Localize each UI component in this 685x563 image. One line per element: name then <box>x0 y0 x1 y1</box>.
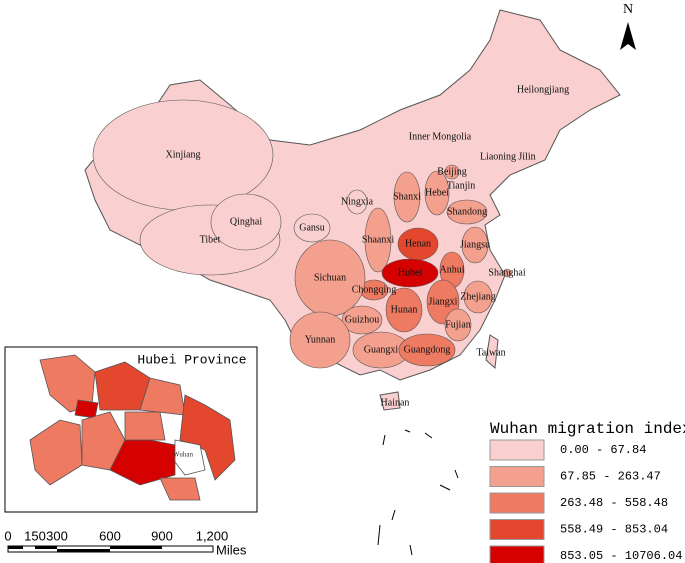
province-label: Inner Mongolia <box>409 131 472 142</box>
scale-bar <box>7 545 214 553</box>
legend-swatch <box>489 439 545 461</box>
islands <box>377 429 459 556</box>
legend-title: Wuhan migration index <box>490 420 685 438</box>
province-area <box>398 333 456 367</box>
legend-swatch <box>489 492 545 514</box>
scale-segment <box>8 546 23 549</box>
scale-tick-label: 600 <box>99 528 121 543</box>
province-label: Yunnan <box>305 334 336 345</box>
province-label: Fujian <box>445 319 471 330</box>
province-label: Zhejiang <box>460 291 496 302</box>
province-label: Henan <box>405 238 431 249</box>
province-label: Jiangsu <box>460 239 490 250</box>
province-label: Qinghai <box>230 216 262 227</box>
legend-label: 853.05 - 10706.04 <box>560 549 682 563</box>
province-label: Ningxia <box>341 196 374 207</box>
legend: 0.00 - 67.84 67.85 - 263.47 263.48 - 558.4… <box>489 439 682 563</box>
province-area <box>341 305 383 335</box>
province-label: Tibet <box>200 234 221 245</box>
province-label: Guangxi <box>364 344 399 355</box>
province-label: Anhui <box>440 264 465 275</box>
scale-tick-label: 1,200 <box>196 528 229 543</box>
province-label: Shanxi <box>393 191 421 202</box>
province-label: Hubei <box>398 267 423 278</box>
province-area <box>461 226 489 264</box>
legend-label: 263.48 - 558.48 <box>560 496 668 510</box>
scale-tick-label: 150 <box>24 528 46 543</box>
province-label: Sichuan <box>314 272 346 283</box>
inset-map <box>29 354 236 501</box>
hainan-shape <box>379 391 401 411</box>
inset-title: Hubei Province <box>137 352 246 367</box>
scale-tick-label: 300 <box>46 528 68 543</box>
scale-labels: 0 150 300 600 900 1,200 <box>4 528 228 543</box>
north-label: N <box>623 2 633 17</box>
province-label: Heilongjiang <box>517 84 569 95</box>
province-area <box>446 199 488 225</box>
province-label: Liaoning <box>480 151 516 162</box>
province-area <box>393 171 421 223</box>
province-area <box>385 287 423 333</box>
province-area <box>364 207 392 273</box>
scale-tick-label: 0 <box>4 528 11 543</box>
legend-swatch <box>489 545 545 563</box>
scale-tick-label: 900 <box>151 528 173 543</box>
province-area <box>424 170 450 216</box>
province-area <box>381 258 439 288</box>
province-labels: Xinjiang Tibet Qinghai Gansu Ningxia Inner Mo… <box>166 84 570 408</box>
province-label: Shanghai <box>488 267 525 278</box>
province-label: Hunan <box>391 304 418 315</box>
province-label: Hainan <box>381 397 410 408</box>
province-area <box>444 164 460 180</box>
arrow <box>620 22 636 50</box>
north-arrow: N <box>620 2 636 50</box>
province-label: Taiwan <box>476 347 505 358</box>
province-area <box>210 193 282 251</box>
province-area <box>289 311 351 369</box>
taiwan-shape <box>485 334 499 370</box>
province-area <box>346 189 368 215</box>
province-label: Shandong <box>447 206 487 217</box>
scale-segment <box>57 549 110 552</box>
province-label: Beijing <box>437 166 466 177</box>
scale-segment <box>35 546 57 549</box>
legend-label: 558.49 - 853.04 <box>560 523 668 537</box>
province-label: Guizhou <box>345 314 379 325</box>
province-area <box>463 280 493 314</box>
legend-label: 0.00 - 67.84 <box>560 443 646 457</box>
scale-segment <box>110 546 162 549</box>
province-label: Jilin <box>518 151 535 162</box>
province-label: Tianjin <box>447 180 476 191</box>
province-label: Xinjiang <box>166 149 201 160</box>
province-area <box>502 268 512 278</box>
province-label: Hebei <box>425 187 449 198</box>
provinces <box>92 99 512 369</box>
province-label: Shaanxi <box>362 234 394 245</box>
province-area <box>444 308 472 342</box>
province-label: Gansu <box>299 222 325 233</box>
province-label: Guangdong <box>404 344 451 355</box>
inset-city: Wuhan <box>173 451 193 459</box>
legend-label: 67.85 - 263.47 <box>560 470 661 484</box>
legend-swatch <box>489 519 545 540</box>
scale-unit: Miles <box>216 542 247 557</box>
legend-swatch <box>489 466 545 487</box>
province-area <box>293 213 331 243</box>
province-label: Chongqing <box>352 284 396 295</box>
province-label: Jiangxi <box>429 296 458 307</box>
